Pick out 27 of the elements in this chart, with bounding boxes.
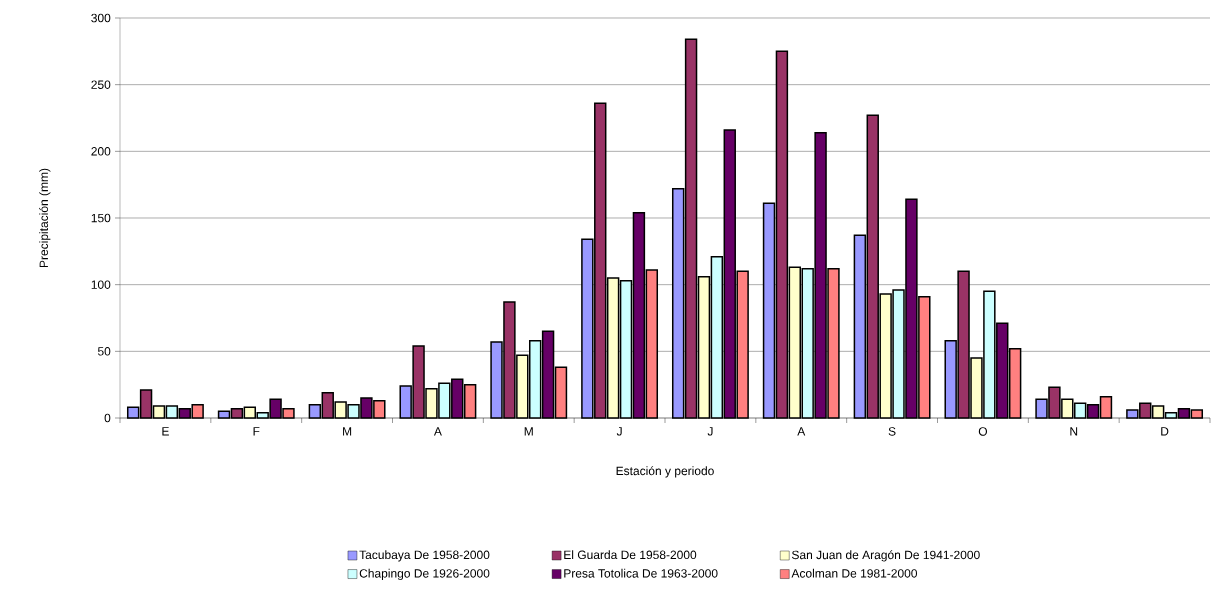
x-tick-label: S: [888, 427, 896, 436]
x-tick-label: J: [707, 427, 713, 436]
legend-label: Acolman De 1981-2000: [791, 568, 918, 578]
x-tick-label: A: [433, 427, 442, 436]
y-tick-label: 0: [104, 413, 111, 423]
x-tick-label: M: [524, 427, 533, 436]
x-tick-label: F: [253, 427, 260, 436]
legend-label: Chapingo De 1926-2000: [359, 568, 490, 580]
legend-label: San Juan de Aragón De 1941-2000: [791, 550, 980, 562]
x-tick-label: J: [616, 427, 622, 436]
y-tick-label: 100: [91, 280, 111, 289]
y-tick-label: 50: [97, 347, 111, 356]
y-tick-label: 150: [91, 213, 111, 223]
x-axis-title: Estación y periodo: [616, 466, 714, 478]
x-tick-label: A: [797, 427, 806, 436]
y-tick-label: 300: [91, 13, 111, 23]
y-tick-label: 250: [91, 80, 111, 89]
legend-label: El Guarda De 1958-2000: [564, 550, 697, 560]
legend-label: Tacubaya De 1958-2000: [359, 550, 490, 562]
x-tick-label: D: [1161, 427, 1169, 436]
x-tick-label: M: [343, 427, 352, 436]
x-tick-label: N: [1070, 427, 1078, 436]
y-tick-label: 200: [91, 147, 111, 156]
x-tick-label: E: [162, 427, 169, 436]
legend-label: Presa Totolica De 1963-2000: [564, 568, 718, 578]
x-tick-label: O: [978, 427, 988, 436]
y-axis-title: Precipitación (mm): [39, 168, 51, 268]
